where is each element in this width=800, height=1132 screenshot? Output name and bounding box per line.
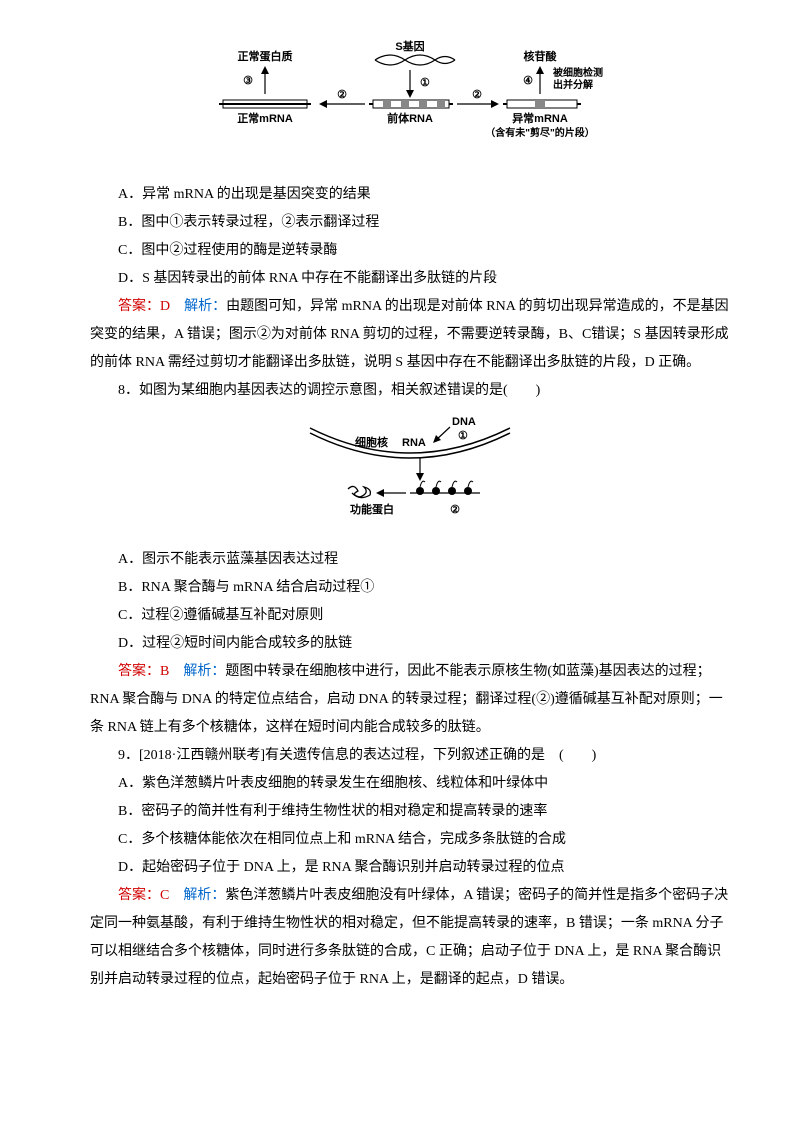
label-normal-mrna: 正常mRNA bbox=[237, 111, 293, 125]
q8-option-d: D．过程②短时间内能合成较多的肽链 bbox=[118, 630, 730, 658]
d2-arrowdown-head bbox=[416, 473, 424, 481]
label-func-protein: 功能蛋白 bbox=[350, 502, 394, 516]
seg3 bbox=[419, 100, 427, 108]
label-nucleus: 细胞核 bbox=[355, 435, 388, 449]
q7-option-b: B．图中①表示转录过程，②表示翻译过程 bbox=[118, 209, 730, 237]
q8-explain-label: 解析： bbox=[183, 664, 225, 679]
circle-2-right: ② bbox=[472, 89, 482, 101]
circle-4: ④ bbox=[523, 75, 533, 87]
d2-circle-1: ① bbox=[458, 430, 468, 442]
label-precursor: 前体RNA bbox=[387, 111, 433, 125]
q8-answer-label: 答案：B bbox=[118, 664, 169, 679]
arrow4-head bbox=[536, 66, 544, 74]
q9-explain-label: 解析： bbox=[183, 888, 225, 903]
label-normal-protein: 正常蛋白质 bbox=[238, 49, 293, 63]
q7-option-a: A．异常 mRNA 的出现是基因突变的结果 bbox=[118, 181, 730, 209]
label-dna: DNA bbox=[452, 416, 476, 428]
seg2 bbox=[401, 100, 409, 108]
q7-explain-label: 解析： bbox=[184, 299, 226, 314]
q8-answer-block: 答案：B 解析：题图中转录在细胞核中进行，因此不能表示原核生物(如蓝藻)基因表达… bbox=[90, 658, 730, 742]
seg-abn bbox=[535, 100, 545, 108]
seg4 bbox=[437, 100, 445, 108]
arrow3-head bbox=[261, 66, 269, 74]
q9-answer-label: 答案：C bbox=[118, 888, 169, 903]
q9-option-d: D．起始密码子位于 DNA 上，是 RNA 聚合酶识别并启动转录过程的位点 bbox=[118, 854, 730, 882]
label-nucleotide: 核苷酸 bbox=[524, 49, 558, 63]
arrow1-head bbox=[406, 90, 414, 98]
d2-arrowleft-head bbox=[376, 489, 384, 497]
diagram-q8: DNA ① 细胞核 RNA 功能蛋白 ② bbox=[90, 413, 730, 534]
arrow2r-head bbox=[491, 100, 499, 108]
diagram-q7: S基因 ① 正常蛋白质 ③ 正常mRNA ② 前体RNA ② bbox=[90, 38, 730, 169]
label-s-gene: S基因 bbox=[395, 39, 424, 53]
seg1 bbox=[383, 100, 391, 108]
label-detect2: 出并分解 bbox=[553, 78, 593, 91]
q8-option-b: B．RNA 聚合酶与 mRNA 结合启动过程① bbox=[118, 574, 730, 602]
q8-option-c: C．过程②遵循碱基互补配对原则 bbox=[118, 602, 730, 630]
q9-option-c: C．多个核糖体能依次在相同位点上和 mRNA 结合，完成多条肽链的合成 bbox=[118, 826, 730, 854]
q7-answer-block: 答案：D 解析：由题图可知，异常 mRNA 的出现是对前体 RNA 的剪切出现异… bbox=[90, 293, 730, 377]
q9-stem: 9．[2018·江西赣州联考]有关遗传信息的表达过程，下列叙述正确的是 ( ) bbox=[90, 742, 730, 770]
label-abn-note: （含有未"剪尽"的片段） bbox=[485, 126, 594, 139]
arrow2l-head bbox=[319, 100, 327, 108]
d2-circle-2: ② bbox=[450, 504, 460, 516]
circle-2-left: ② bbox=[337, 89, 347, 101]
label-rna: RNA bbox=[402, 437, 426, 449]
circle-1: ① bbox=[420, 77, 430, 89]
q8-stem: 8．如图为某细胞内基因表达的调控示意图，相关叙述错误的是( ) bbox=[90, 377, 730, 405]
q8-option-a: A．图示不能表示蓝藻基因表达过程 bbox=[118, 546, 730, 574]
q7-option-c: C．图中②过程使用的酶是逆转录酶 bbox=[118, 237, 730, 265]
label-abn-mrna: 异常mRNA bbox=[512, 111, 568, 125]
label-detect1: 被细胞检测 bbox=[553, 66, 603, 79]
folded-protein bbox=[348, 486, 370, 497]
q7-option-d: D．S 基因转录出的前体 RNA 中存在不能翻译出多肽链的片段 bbox=[118, 265, 730, 293]
q9-option-b: B．密码子的简并性有利于维持生物性状的相对稳定和提高转录的速率 bbox=[118, 798, 730, 826]
circle-3: ③ bbox=[243, 75, 253, 87]
q9-answer-block: 答案：C 解析：紫色洋葱鳞片叶表皮细胞没有叶绿体，A 错误；密码子的简并性是指多… bbox=[90, 882, 730, 994]
q9-option-a: A．紫色洋葱鳞片叶表皮细胞的转录发生在细胞核、线粒体和叶绿体中 bbox=[118, 770, 730, 798]
q7-answer-label: 答案：D bbox=[118, 299, 170, 314]
